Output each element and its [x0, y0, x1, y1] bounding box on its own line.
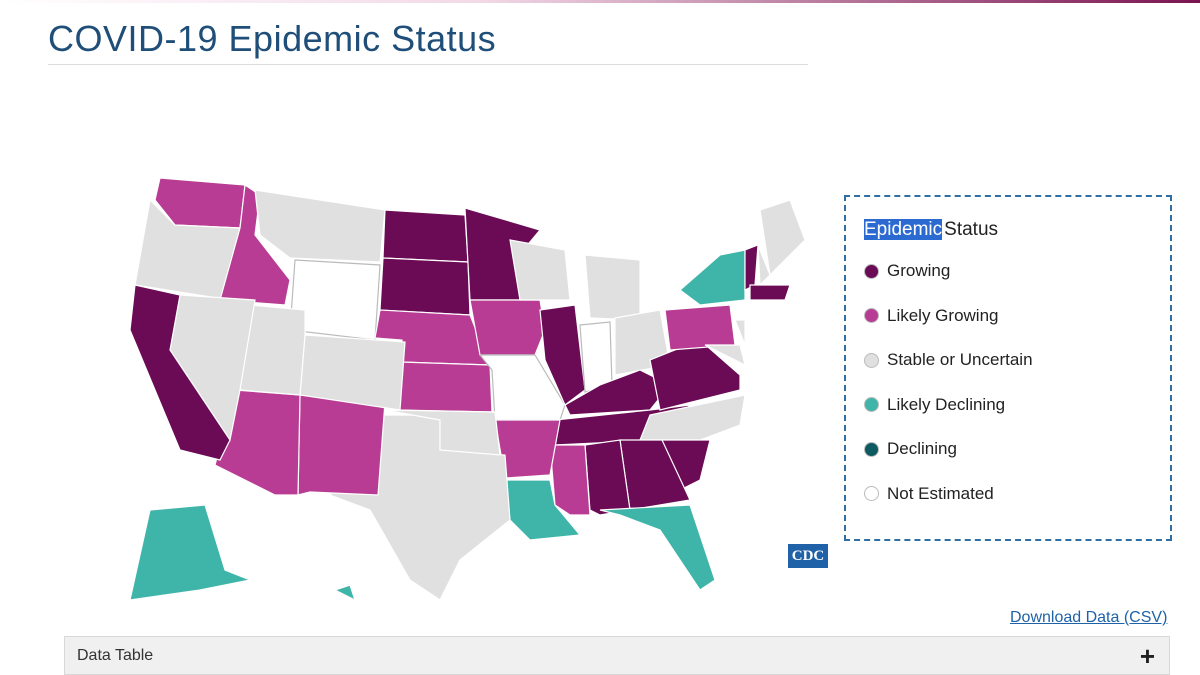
legend-label: Likely Declining: [887, 394, 1006, 414]
legend-item[interactable]: Growing: [864, 261, 950, 281]
state[interactable]: [757, 244, 771, 287]
state[interactable]: [509, 239, 571, 301]
page-title: COVID-19 Epidemic Status: [48, 18, 497, 59]
title-rule: [48, 64, 808, 65]
state[interactable]: [759, 199, 806, 277]
legend-swatch: [864, 352, 879, 368]
download-link[interactable]: Download Data (CSV): [1010, 609, 1168, 626]
state[interactable]: [679, 249, 746, 306]
state[interactable]: [333, 584, 357, 602]
legend-label: Not Estimated: [887, 483, 994, 503]
state[interactable]: [397, 361, 493, 413]
legend-item[interactable]: Not Estimated: [864, 484, 994, 504]
state[interactable]: [664, 304, 736, 351]
legend-item[interactable]: Stable or Uncertain: [864, 350, 1033, 370]
top-bar: [0, 0, 1200, 3]
legend-label: Likely Growing: [887, 305, 999, 325]
cdc-logo: CDC: [788, 544, 828, 568]
legend-swatch: [864, 441, 879, 457]
state[interactable]: [734, 319, 746, 346]
state[interactable]: [382, 209, 469, 263]
legend-label: Stable or Uncertain: [887, 350, 1033, 369]
expand-button[interactable]: +: [1139, 641, 1155, 671]
data-table-accordion[interactable]: Data Table +: [64, 636, 1170, 675]
state[interactable]: [297, 394, 386, 496]
state[interactable]: [254, 189, 386, 263]
legend-swatch: [864, 308, 879, 323]
state[interactable]: [704, 344, 746, 367]
legend-swatch: [864, 486, 879, 501]
state[interactable]: [384, 409, 501, 456]
selected-text: Epidemic: [864, 219, 943, 240]
state[interactable]: [749, 284, 791, 301]
legend-item[interactable]: Declining: [864, 439, 957, 459]
state[interactable]: [469, 299, 546, 356]
state[interactable]: [129, 504, 253, 601]
legend-label: Growing: [887, 261, 951, 280]
legend-label: Declining: [887, 439, 957, 458]
state[interactable]: [549, 444, 591, 516]
state[interactable]: [539, 304, 586, 406]
legend-title: Epidemic Status: [864, 219, 998, 241]
legend-item[interactable]: Likely Declining: [864, 395, 1005, 415]
accordion-label: Data Table: [77, 647, 154, 664]
legend-title-text: Status: [944, 219, 999, 240]
state[interactable]: [129, 284, 231, 461]
legend-swatch: [864, 263, 879, 279]
state[interactable]: [379, 257, 471, 316]
state[interactable]: [744, 244, 759, 291]
state[interactable]: [599, 504, 716, 591]
state[interactable]: [639, 394, 746, 441]
legend: Epidemic Status Growing Likely Growing Stab…: [844, 195, 1172, 541]
state[interactable]: [584, 254, 641, 321]
legend-swatch: [864, 397, 879, 412]
state[interactable]: [579, 321, 613, 393]
us-map: [129, 177, 806, 602]
legend-item[interactable]: Likely Growing: [864, 306, 999, 326]
